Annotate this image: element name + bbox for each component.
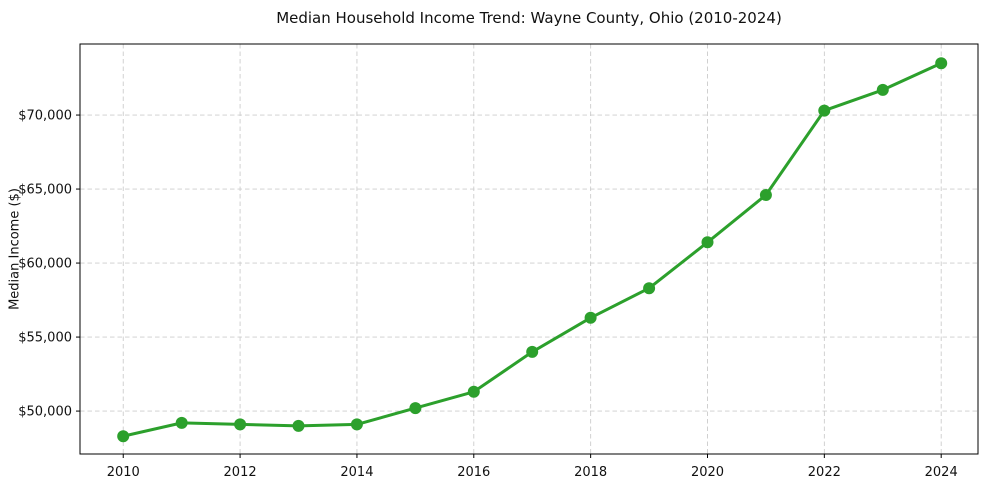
y-tick-label: $50,000 — [18, 405, 72, 420]
data-point-marker — [935, 57, 948, 70]
data-point-marker — [876, 83, 889, 96]
trend-line — [121, 61, 943, 438]
x-tick-label: 2018 — [574, 465, 607, 480]
data-point-marker — [818, 104, 831, 117]
data-point-marker — [759, 189, 772, 201]
data-point-marker — [584, 311, 597, 324]
x-tick-label: 2022 — [808, 465, 841, 480]
y-tick-label: $60,000 — [18, 257, 72, 272]
x-tick-label: 2010 — [107, 465, 140, 480]
plot-frame — [79, 43, 979, 455]
data-point-marker — [117, 430, 130, 443]
data-point-marker — [292, 419, 305, 432]
x-tick-label: 2012 — [224, 465, 257, 480]
y-tick-label: $55,000 — [18, 331, 72, 346]
x-tick-label: 2014 — [340, 465, 373, 480]
x-tick-label: 2020 — [691, 465, 724, 480]
chart-title: Median Household Income Trend: Wayne Cou… — [276, 9, 782, 27]
x-tick-label: 2024 — [925, 465, 958, 480]
y-tick-label: $70,000 — [18, 109, 72, 124]
x-tick-label: 2016 — [457, 465, 490, 480]
data-point-marker — [643, 282, 656, 295]
data-point-marker — [234, 418, 247, 431]
data-point-marker — [467, 385, 480, 398]
data-point-marker — [350, 418, 363, 431]
data-point-marker — [409, 402, 422, 415]
data-point-marker — [701, 236, 714, 249]
data-point-marker — [526, 345, 539, 358]
y-tick-label: $65,000 — [18, 183, 72, 198]
data-point-marker — [175, 416, 188, 429]
